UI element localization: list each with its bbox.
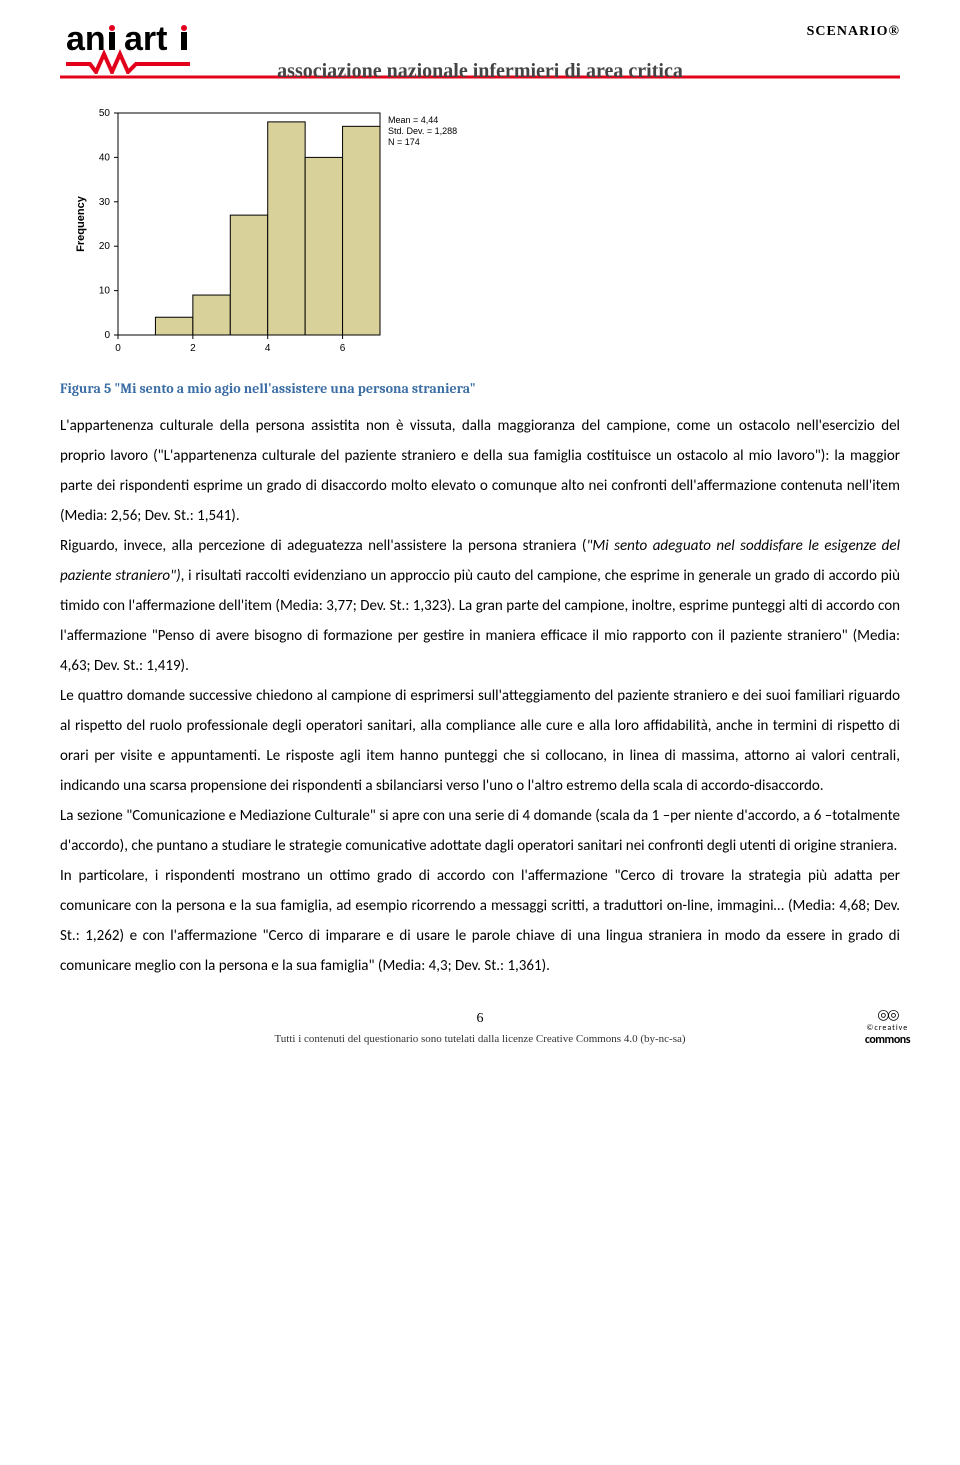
paragraph-3: La sezione "Comunicazione e Mediazione C… bbox=[60, 801, 900, 861]
svg-text:0: 0 bbox=[115, 343, 121, 354]
svg-text:Mean = 4,44: Mean = 4,44 bbox=[388, 115, 438, 125]
paragraph-1b: Riguardo, invece, alla percezione di ade… bbox=[60, 531, 900, 681]
paragraph-2: Le quattro domande successive chiedono a… bbox=[60, 681, 900, 801]
cc-top: ©creative bbox=[865, 1023, 910, 1033]
scenario-label: SCENARIO® bbox=[807, 24, 900, 40]
svg-text:an: an bbox=[66, 20, 106, 58]
paragraph-4: In particolare, i rispondenti mostrano u… bbox=[60, 861, 900, 981]
svg-text:2: 2 bbox=[190, 343, 196, 354]
page-footer: 6 Tutti i contenuti del questionario son… bbox=[60, 1011, 900, 1045]
body-text: L'appartenenza culturale della persona a… bbox=[60, 411, 900, 981]
logo-block: an art bbox=[60, 20, 240, 74]
svg-text:art: art bbox=[124, 20, 167, 58]
footer-license-text: Tutti i contenuti del questionario sono … bbox=[60, 1033, 900, 1045]
cc-bot: commons bbox=[865, 1033, 910, 1047]
svg-text:6: 6 bbox=[340, 343, 346, 354]
p1b-pre: Riguardo, invece, alla percezione di ade… bbox=[60, 537, 586, 555]
cc-badge: ◎◎ ©creative commons bbox=[865, 1006, 910, 1047]
svg-text:30: 30 bbox=[99, 197, 111, 208]
p1a: L'appartenenza culturale della persona a… bbox=[60, 417, 900, 525]
histogram-chart: 0 10 20 30 40 50 0 2 4 6 Frequency Mean = 4,44Std. … bbox=[70, 103, 900, 368]
svg-text:4: 4 bbox=[265, 343, 271, 354]
cc-icon: ◎◎ bbox=[865, 1006, 910, 1023]
page-header: an art SCENARIO® associazione nazionale … bbox=[60, 20, 900, 83]
svg-text:50: 50 bbox=[99, 108, 111, 119]
p1b-post: , i risultati raccolti evidenziano un ap… bbox=[60, 567, 900, 675]
svg-text:Frequency: Frequency bbox=[75, 195, 87, 252]
aniarti-logo: an art bbox=[60, 20, 240, 74]
page-number: 6 bbox=[60, 1011, 900, 1027]
svg-text:10: 10 bbox=[99, 286, 111, 297]
figure-caption: Figura 5 "Mi sento a mio agio nell'assis… bbox=[60, 380, 900, 397]
paragraph-1: L'appartenenza culturale della persona a… bbox=[60, 411, 900, 531]
svg-text:N = 174: N = 174 bbox=[388, 137, 420, 147]
page: an art SCENARIO® associazione nazionale … bbox=[0, 0, 960, 1075]
svg-text:40: 40 bbox=[99, 152, 111, 163]
svg-text:Std. Dev. = 1,288: Std. Dev. = 1,288 bbox=[388, 126, 457, 136]
svg-text:0: 0 bbox=[104, 330, 110, 341]
svg-text:20: 20 bbox=[99, 241, 111, 252]
